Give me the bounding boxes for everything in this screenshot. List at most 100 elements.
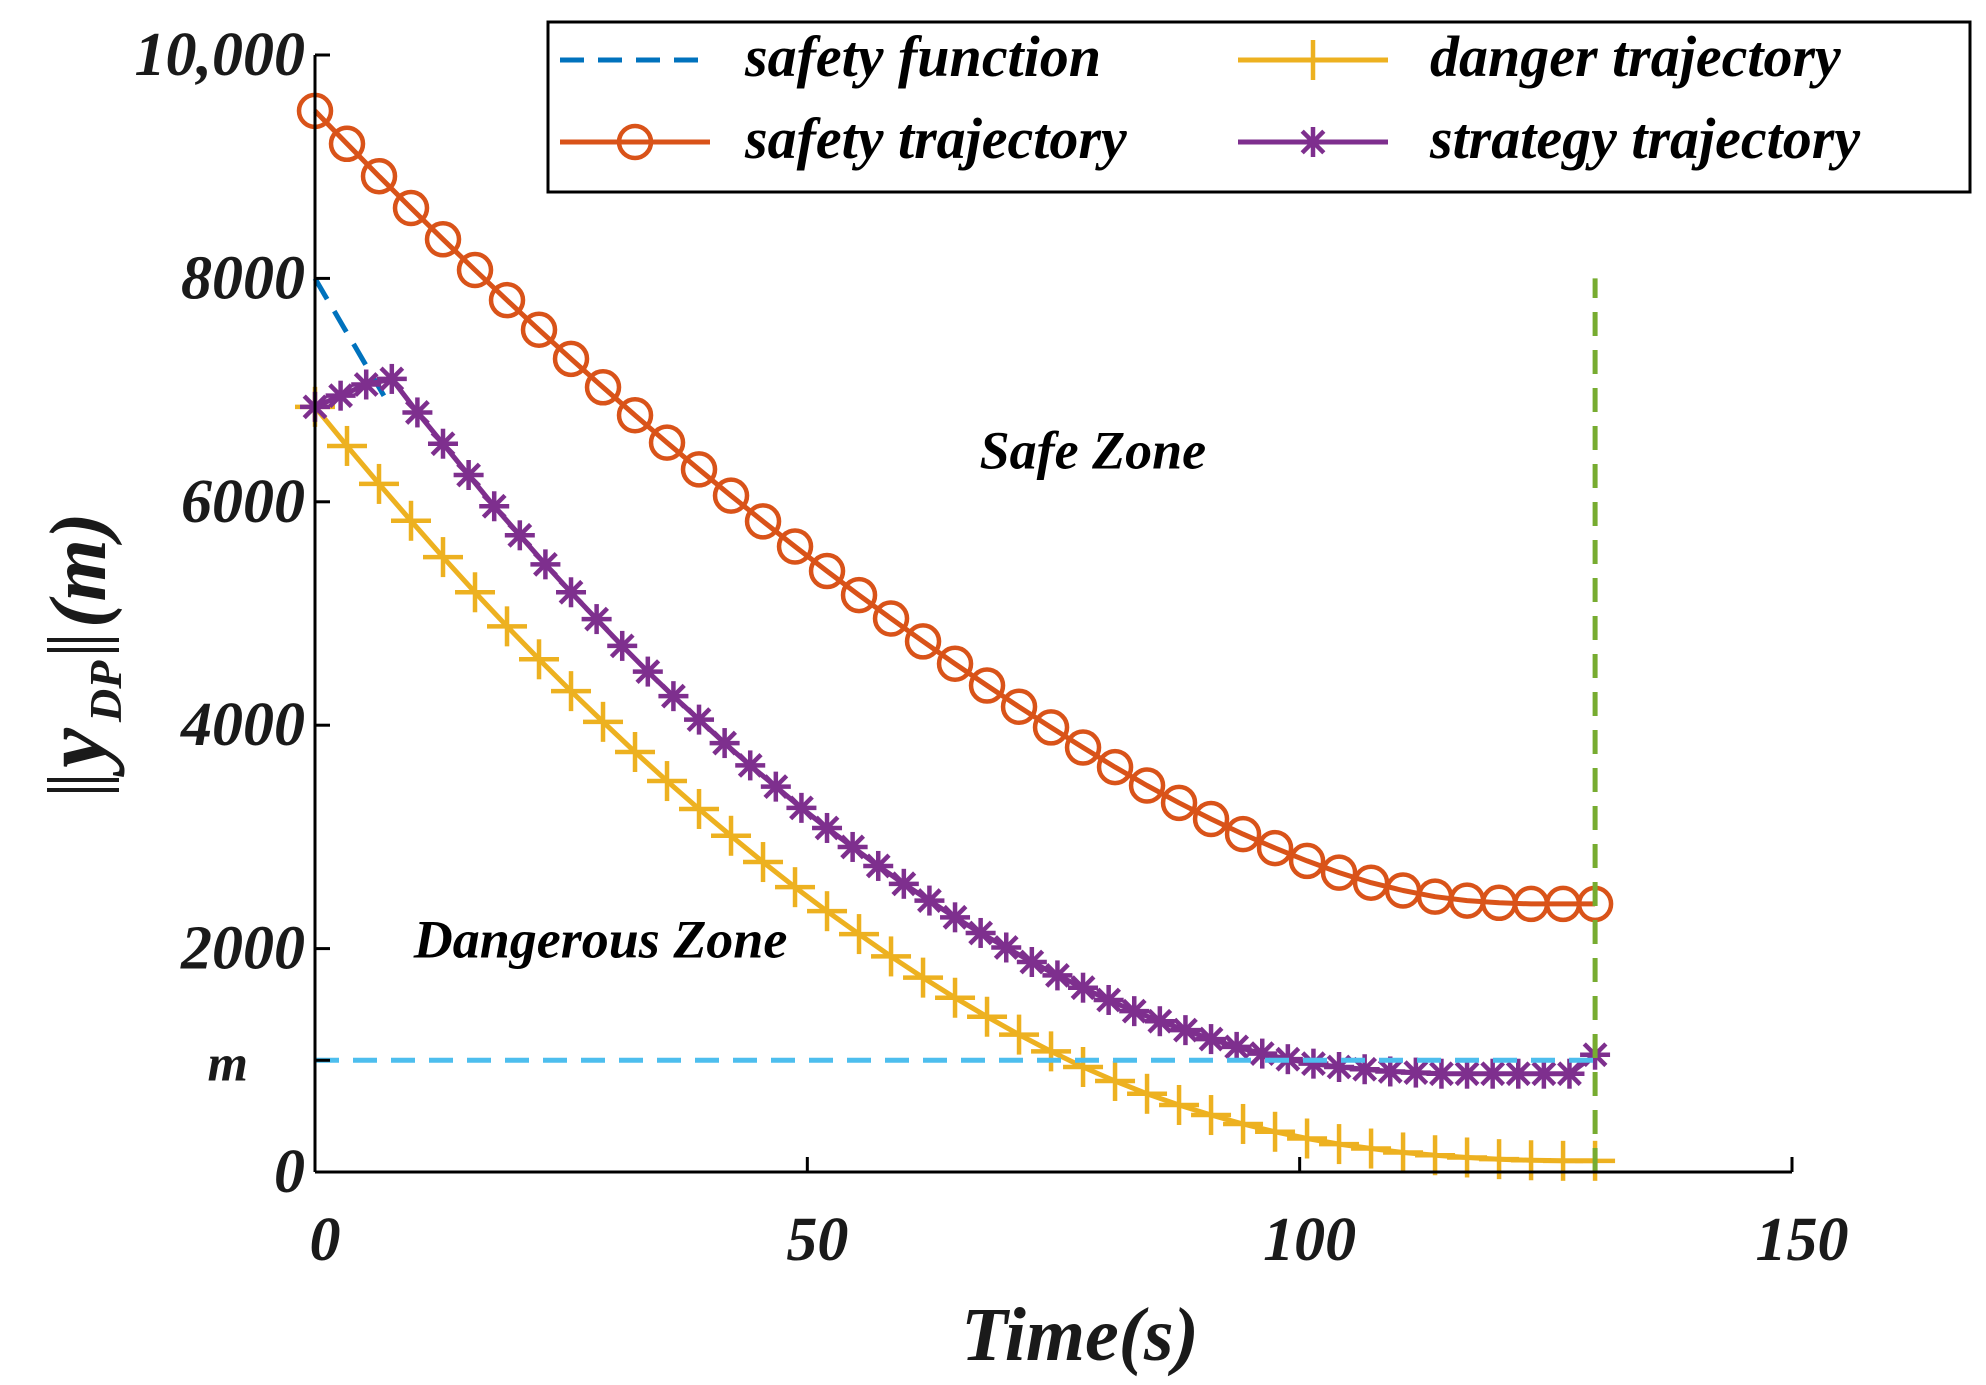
data-point-danger-trajectory: [743, 842, 784, 883]
x-tick-label: 150: [1756, 1206, 1849, 1274]
series-layer: [295, 92, 1616, 1181]
data-point-strategy-trajectory: [351, 369, 382, 400]
data-point-danger-trajectory: [519, 639, 560, 680]
legend-label-safety-trajectory: safety trajectory: [744, 106, 1127, 171]
data-point-danger-trajectory: [999, 1014, 1040, 1055]
data-point-danger-trajectory: [583, 701, 624, 742]
data-point-strategy-trajectory: [1042, 960, 1073, 991]
data-point-danger-trajectory: [839, 914, 880, 955]
data-point-strategy-trajectory: [1528, 1058, 1559, 1089]
data-point-danger-trajectory: [1159, 1084, 1200, 1125]
data-point-strategy-trajectory: [325, 380, 356, 411]
data-point-strategy-trajectory: [786, 792, 817, 823]
data-point-safety-trajectory: [1064, 729, 1102, 766]
data-point-strategy-trajectory: [837, 831, 868, 862]
data-point-danger-trajectory: [487, 606, 528, 647]
data-point-safety-trajectory: [680, 451, 718, 488]
data-point-danger-trajectory: [423, 537, 464, 578]
data-point-safety-trajectory: [584, 369, 622, 406]
data-point-strategy-trajectory: [914, 885, 945, 916]
data-point-safety-trajectory: [552, 340, 590, 378]
data-point-strategy-trajectory: [812, 812, 843, 843]
data-point-safety-trajectory: [968, 667, 1006, 704]
data-point-strategy-trajectory: [1247, 1038, 1278, 1069]
data-point-danger-trajectory: [935, 977, 976, 1018]
data-point-danger-trajectory: [1319, 1124, 1360, 1165]
data-point-safety-trajectory: [1160, 784, 1198, 822]
data-point-strategy-trajectory: [991, 932, 1022, 963]
data-point-safety-trajectory: [776, 528, 814, 565]
data-point-danger-trajectory: [455, 572, 496, 613]
data-point-strategy-trajectory: [1298, 1048, 1329, 1079]
data-point-danger-trajectory: [1191, 1095, 1232, 1136]
data-point-safety-trajectory: [1032, 709, 1070, 746]
data-point-danger-trajectory: [711, 815, 752, 856]
data-point-danger-trajectory: [775, 867, 816, 908]
data-point-strategy-trajectory: [760, 771, 791, 802]
data-point-danger-trajectory: [1223, 1103, 1264, 1144]
data-point-safety-trajectory: [424, 221, 462, 258]
data-point-safety-trajectory: [520, 311, 558, 349]
data-point-strategy-trajectory: [479, 491, 510, 522]
data-point-strategy-trajectory: [709, 728, 740, 759]
data-point-safety-trajectory: [712, 477, 750, 514]
data-point-strategy-trajectory: [607, 630, 638, 661]
data-point-strategy-trajectory: [556, 577, 587, 608]
data-point-danger-trajectory: [391, 500, 432, 541]
data-point-strategy-trajectory: [1554, 1058, 1585, 1089]
data-point-safety-trajectory: [1000, 688, 1038, 726]
data-point-strategy-trajectory: [1400, 1057, 1431, 1088]
data-point-strategy-trajectory: [1068, 972, 1099, 1003]
data-point-danger-trajectory: [871, 936, 912, 977]
data-point-danger-trajectory: [1287, 1118, 1328, 1159]
data-point-strategy-trajectory: [428, 428, 459, 459]
data-point-danger-trajectory: [1063, 1047, 1104, 1088]
data-point-safety-trajectory: [840, 576, 878, 614]
data-point-danger-trajectory: [903, 957, 944, 998]
legend-marker-strategy-trajectory: [1298, 127, 1328, 157]
data-point-safety-trajectory: [360, 157, 398, 195]
data-point-safety-trajectory: [1128, 767, 1166, 804]
data-point-strategy-trajectory: [1452, 1058, 1483, 1089]
data-point-strategy-trajectory: [1144, 1006, 1175, 1037]
data-point-strategy-trajectory: [863, 850, 894, 881]
data-point-danger-trajectory: [359, 463, 400, 504]
data-point-safety-trajectory: [488, 281, 526, 319]
data-point-strategy-trajectory: [940, 902, 971, 933]
data-point-danger-trajectory: [1127, 1073, 1168, 1114]
data-point-strategy-trajectory: [530, 549, 561, 580]
x-tick-label: 50: [786, 1206, 848, 1274]
y-axis-label: yDP (m): [26, 512, 131, 792]
data-point-strategy-trajectory: [1016, 947, 1047, 978]
y-tick-label: 2000: [180, 915, 305, 983]
data-point-strategy-trajectory: [1170, 1015, 1201, 1046]
y-tick-label: 8000: [181, 244, 305, 312]
data-point-safety-trajectory: [456, 251, 494, 289]
data-point-safety-trajectory: [392, 189, 430, 227]
data-point-strategy-trajectory: [581, 604, 612, 635]
legend-marker-safety-trajectory: [616, 123, 654, 161]
data-point-strategy-trajectory: [1093, 984, 1124, 1015]
data-point-danger-trajectory: [551, 671, 592, 712]
data-point-safety-trajectory: [1192, 800, 1230, 838]
data-point-strategy-trajectory: [402, 397, 433, 428]
y-axis-label-subscript: DP: [80, 660, 131, 723]
data-point-strategy-trajectory: [1477, 1058, 1508, 1089]
legend-entry-strategy-trajectory: strategy trajectory: [1238, 106, 1860, 171]
data-point-safety-trajectory: [616, 396, 654, 434]
y-tick-label: 0: [274, 1138, 305, 1206]
legend-entry-safety-trajectory: safety trajectory: [560, 106, 1127, 171]
data-point-danger-trajectory: [1351, 1128, 1392, 1169]
data-point-safety-trajectory: [328, 125, 366, 163]
data-point-danger-trajectory: [1031, 1031, 1072, 1072]
x-tick-label: 0: [310, 1206, 341, 1274]
legend-entry-safety-function: safety function: [560, 24, 1101, 89]
data-point-safety-trajectory: [1096, 748, 1134, 786]
legend-entry-danger-trajectory: danger trajectory: [1238, 24, 1841, 89]
x-tick-label: 100: [1263, 1206, 1356, 1274]
data-point-strategy-trajectory: [1119, 996, 1150, 1027]
data-point-safety-trajectory: [1288, 842, 1326, 880]
